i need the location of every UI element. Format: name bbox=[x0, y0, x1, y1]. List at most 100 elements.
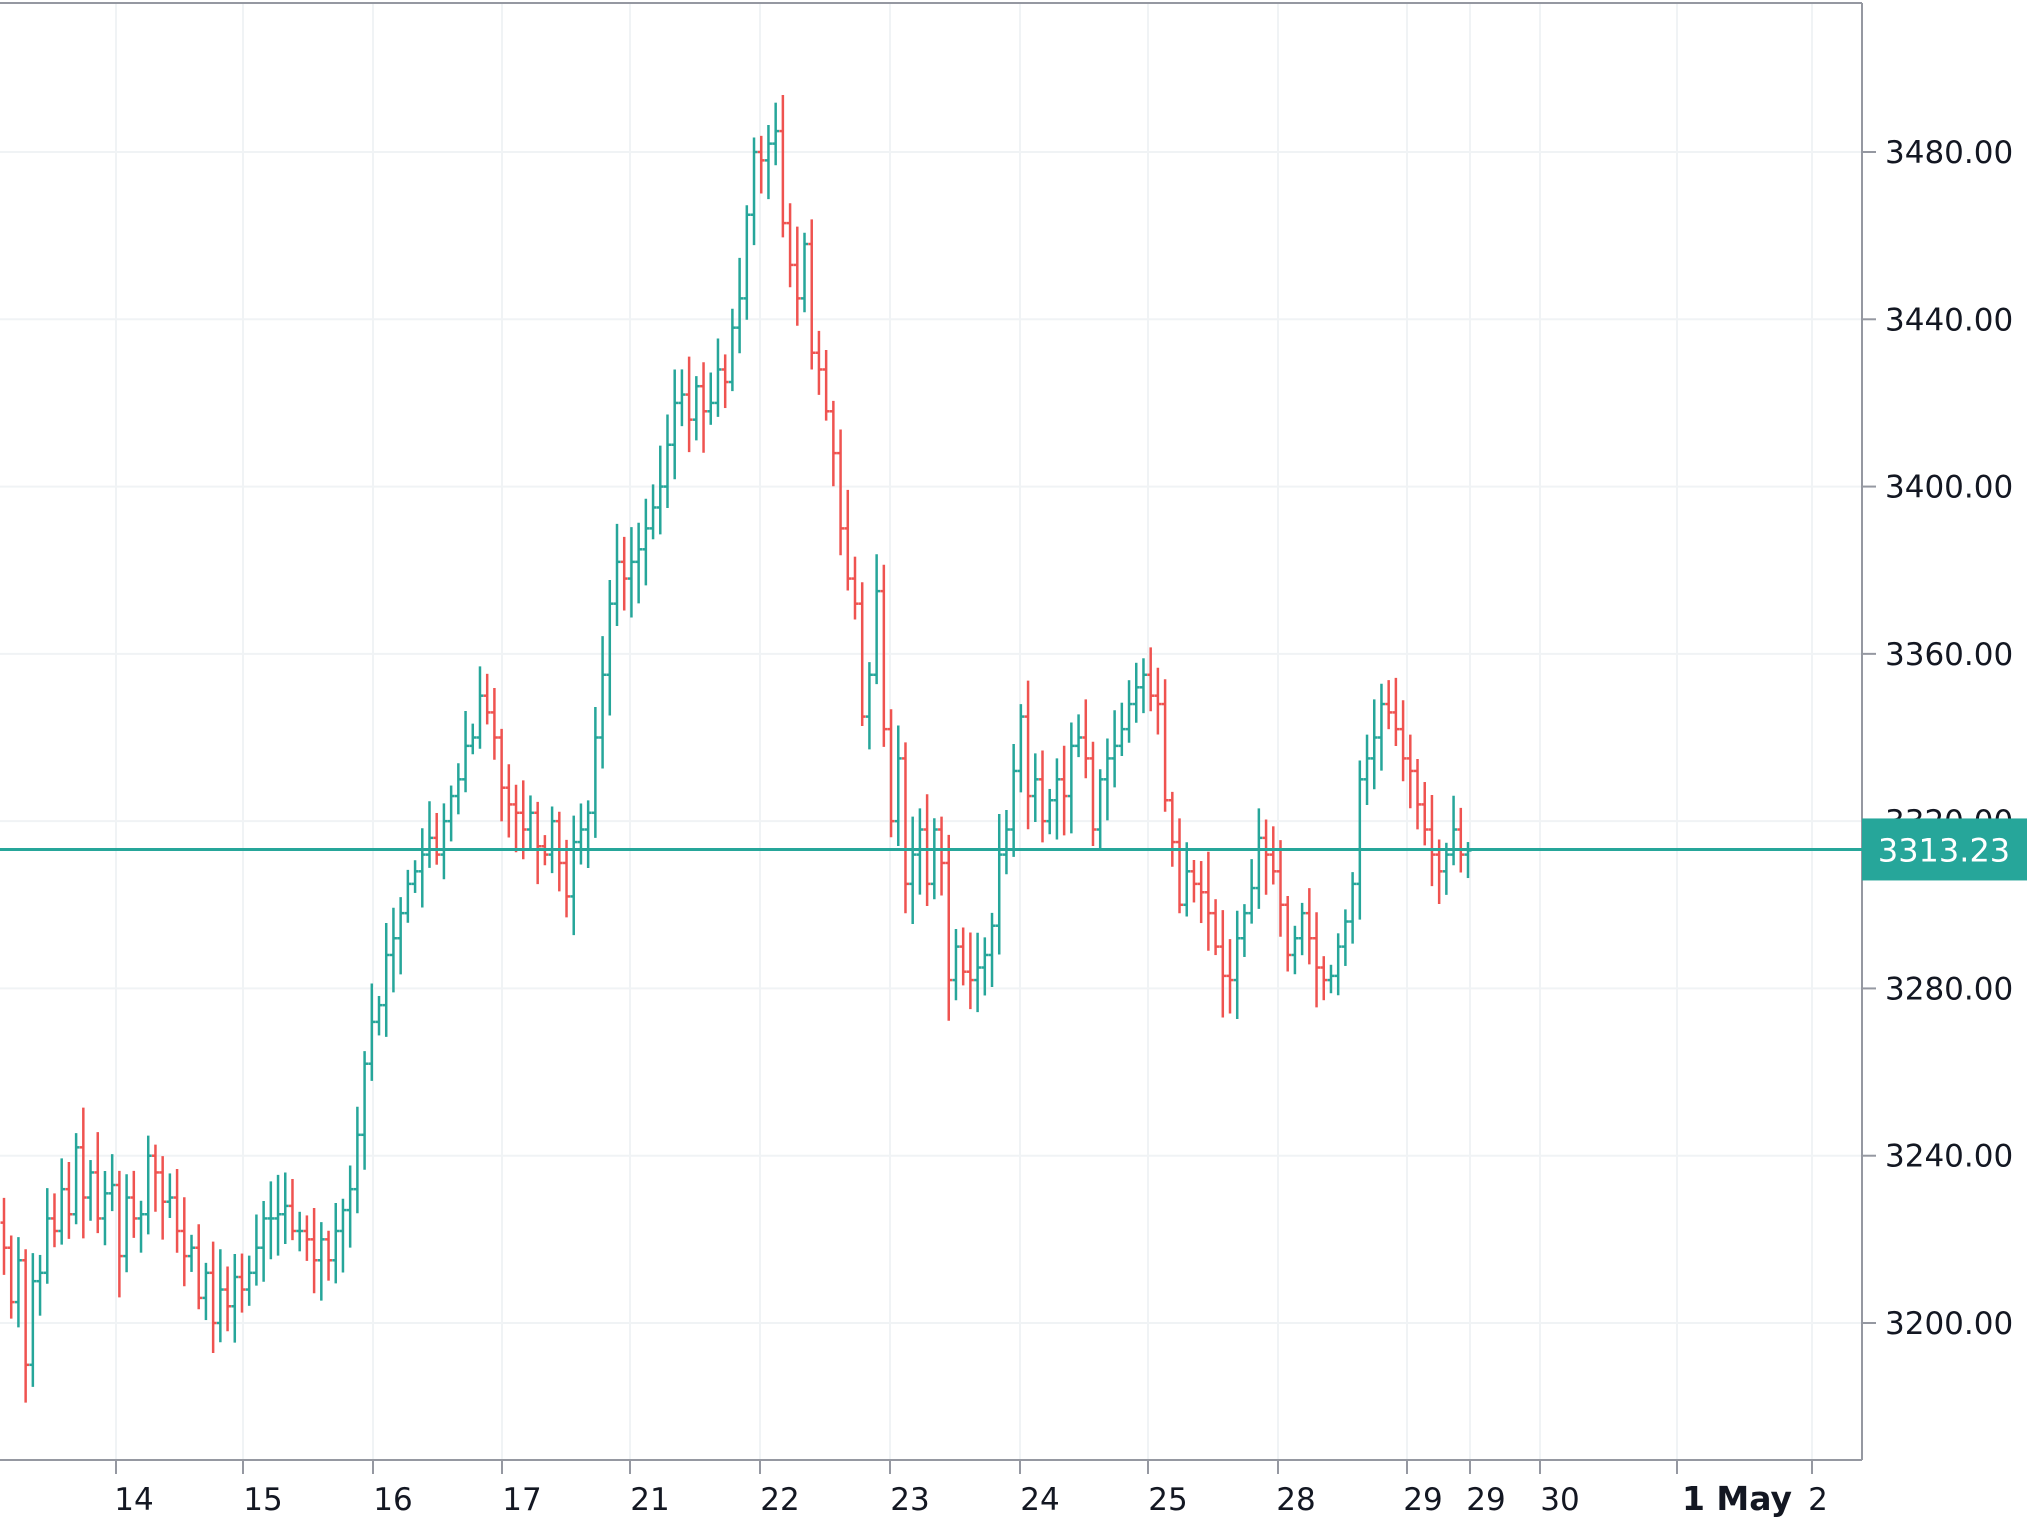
ohlc-bar[interactable] bbox=[1327, 964, 1335, 994]
ohlc-bar[interactable] bbox=[166, 1173, 174, 1218]
ohlc-bar[interactable] bbox=[959, 927, 967, 986]
ohlc-bar[interactable] bbox=[1075, 714, 1083, 758]
ohlc-bar[interactable] bbox=[1392, 677, 1400, 747]
ohlc-bar[interactable] bbox=[534, 801, 542, 885]
ohlc-bar[interactable] bbox=[512, 784, 520, 853]
ohlc-bar[interactable] bbox=[916, 808, 924, 895]
ohlc-bar[interactable] bbox=[231, 1253, 239, 1343]
ohlc-bar[interactable] bbox=[209, 1241, 217, 1354]
ohlc-bar[interactable] bbox=[1457, 807, 1465, 873]
ohlc-bar[interactable] bbox=[548, 806, 556, 874]
ohlc-bar[interactable] bbox=[180, 1197, 188, 1287]
ohlc-bar[interactable] bbox=[692, 376, 700, 441]
ohlc-bar[interactable] bbox=[1370, 699, 1378, 790]
ohlc-bar[interactable] bbox=[36, 1254, 44, 1316]
ohlc-bar[interactable] bbox=[274, 1174, 282, 1256]
ohlc-bar[interactable] bbox=[1262, 819, 1270, 895]
ohlc-bar[interactable] bbox=[1305, 888, 1313, 965]
ohlc-bar[interactable] bbox=[425, 801, 433, 868]
ohlc-bar[interactable] bbox=[519, 780, 527, 860]
ohlc-bar[interactable] bbox=[173, 1168, 181, 1253]
ohlc-bar[interactable] bbox=[123, 1174, 131, 1273]
ohlc-bar[interactable] bbox=[1320, 956, 1328, 1001]
ohlc-bar[interactable] bbox=[750, 137, 758, 246]
ohlc-bar[interactable] bbox=[267, 1181, 275, 1260]
ohlc-bar[interactable] bbox=[411, 860, 419, 893]
ohlc-bar[interactable] bbox=[642, 498, 650, 586]
ohlc-bars[interactable] bbox=[0, 94, 1472, 1403]
ohlc-bar[interactable] bbox=[822, 350, 830, 421]
ohlc-bar[interactable] bbox=[736, 257, 744, 354]
ohlc-bar[interactable] bbox=[1017, 704, 1025, 793]
ohlc-bar[interactable] bbox=[1248, 859, 1256, 924]
ohlc-bar[interactable] bbox=[1226, 939, 1234, 1014]
ohlc-bar[interactable] bbox=[1183, 842, 1191, 917]
ohlc-bar[interactable] bbox=[498, 728, 506, 822]
ohlc-bar[interactable] bbox=[382, 922, 390, 1037]
ohlc-bar[interactable] bbox=[764, 125, 772, 200]
ohlc-bar[interactable] bbox=[591, 706, 599, 838]
ohlc-bar[interactable] bbox=[1132, 662, 1140, 723]
ohlc-bar[interactable] bbox=[1406, 734, 1414, 809]
ohlc-bar[interactable] bbox=[606, 579, 614, 716]
ohlc-bar[interactable] bbox=[1334, 933, 1342, 996]
ohlc-bar[interactable] bbox=[887, 709, 895, 838]
ohlc-bar[interactable] bbox=[1240, 904, 1248, 957]
ohlc-bar[interactable] bbox=[1176, 818, 1184, 914]
ohlc-bar[interactable] bbox=[79, 1107, 87, 1239]
ohlc-bar[interactable] bbox=[1298, 902, 1306, 956]
ohlc-bar[interactable] bbox=[894, 725, 902, 846]
ohlc-bar[interactable] bbox=[1039, 750, 1047, 843]
ohlc-bar[interactable] bbox=[613, 523, 621, 626]
ohlc-bar[interactable] bbox=[1168, 791, 1176, 867]
ohlc-bar[interactable] bbox=[1269, 826, 1277, 885]
ohlc-bar[interactable] bbox=[808, 219, 816, 370]
ohlc-bar[interactable] bbox=[159, 1156, 167, 1240]
ohlc-bar[interactable] bbox=[858, 582, 866, 727]
ohlc-bar[interactable] bbox=[397, 897, 405, 975]
ohlc-bar[interactable] bbox=[188, 1234, 196, 1272]
ohlc-bar[interactable] bbox=[375, 995, 383, 1036]
ohlc-bar[interactable] bbox=[779, 94, 787, 238]
ohlc-bar[interactable] bbox=[829, 400, 837, 487]
ohlc-bar[interactable] bbox=[361, 1051, 369, 1170]
ohlc-bar[interactable] bbox=[635, 522, 643, 604]
ohlc-bar[interactable] bbox=[678, 369, 686, 427]
ohlc-bar[interactable] bbox=[844, 489, 852, 591]
ohlc-bar[interactable] bbox=[22, 1249, 30, 1403]
ohlc-bar[interactable] bbox=[130, 1170, 138, 1238]
ohlc-bar[interactable] bbox=[1089, 741, 1097, 847]
ohlc-bar[interactable] bbox=[1377, 683, 1385, 771]
ohlc-bar[interactable] bbox=[793, 226, 801, 326]
ohlc-bar[interactable] bbox=[216, 1249, 224, 1343]
ohlc-bar[interactable] bbox=[1031, 753, 1039, 823]
ohlc-bar[interactable] bbox=[1313, 912, 1321, 1008]
ohlc-bar[interactable] bbox=[260, 1201, 268, 1282]
ohlc-bar[interactable] bbox=[72, 1133, 80, 1225]
ohlc-bar[interactable] bbox=[671, 369, 679, 480]
ohlc-bar[interactable] bbox=[865, 662, 873, 750]
ohlc-bar[interactable] bbox=[368, 983, 376, 1081]
ohlc-bar[interactable] bbox=[440, 803, 448, 880]
ohlc-bar[interactable] bbox=[1442, 842, 1450, 895]
ohlc-bar[interactable] bbox=[303, 1215, 311, 1261]
ohlc-bar[interactable] bbox=[772, 102, 780, 166]
ohlc-bar[interactable] bbox=[1349, 872, 1357, 944]
ohlc-bar[interactable] bbox=[1125, 680, 1133, 743]
ohlc-bar[interactable] bbox=[837, 429, 845, 556]
ohlc-bar[interactable] bbox=[700, 362, 708, 453]
ohlc-bar[interactable] bbox=[454, 763, 462, 815]
ohlc-bar[interactable] bbox=[476, 666, 484, 749]
ohlc-bar[interactable] bbox=[656, 445, 664, 535]
ohlc-bar[interactable] bbox=[1341, 909, 1349, 966]
ohlc-bar[interactable] bbox=[346, 1165, 354, 1248]
ohlc-bar[interactable] bbox=[137, 1200, 145, 1253]
ohlc-bar[interactable] bbox=[1255, 808, 1263, 909]
ohlc-bar[interactable] bbox=[1356, 760, 1364, 920]
ohlc-bar[interactable] bbox=[1139, 658, 1147, 714]
ohlc-bar[interactable] bbox=[462, 711, 470, 793]
ohlc-bar[interactable] bbox=[252, 1214, 260, 1286]
ohlc-bar[interactable] bbox=[1363, 734, 1371, 805]
ohlc-bar[interactable] bbox=[981, 937, 989, 996]
ohlc-bar[interactable] bbox=[58, 1158, 66, 1245]
